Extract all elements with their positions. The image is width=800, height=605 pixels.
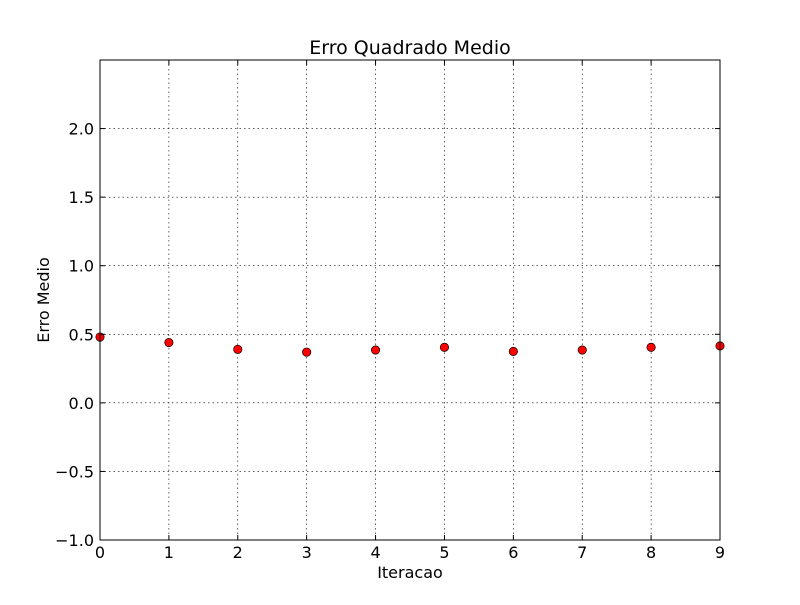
x-tick-label: 5 bbox=[439, 543, 449, 562]
x-tick-label: 4 bbox=[370, 543, 380, 562]
data-point bbox=[164, 337, 174, 348]
data-point bbox=[508, 346, 518, 356]
x-tick-label: 0 bbox=[95, 543, 105, 562]
y-axis-label: Erro Medio bbox=[34, 257, 53, 343]
y-tick-labels: −1.0 −0.5 0.0 0.5 1.0 1.5 2.0 bbox=[55, 120, 94, 550]
data-point bbox=[302, 347, 312, 357]
x-tick-labels: 0 1 2 3 4 5 6 7 8 9 bbox=[95, 543, 725, 562]
y-tick-label: 0.5 bbox=[69, 325, 94, 344]
y-tick-label: 1.5 bbox=[69, 188, 94, 207]
chart-title: Erro Quadrado Medio bbox=[309, 37, 510, 59]
x-tick-label: 3 bbox=[302, 543, 312, 562]
y-tick-label: −1.0 bbox=[55, 531, 94, 550]
x-tick-label: 2 bbox=[233, 543, 243, 562]
tick-marks bbox=[99, 60, 721, 541]
x-tick-label: 7 bbox=[577, 543, 587, 562]
plot-frame bbox=[99, 59, 721, 541]
data-point bbox=[371, 345, 381, 355]
y-tick-label: 0.0 bbox=[69, 394, 94, 413]
y-tick-label: 1.0 bbox=[69, 257, 94, 276]
data-point bbox=[577, 345, 587, 355]
x-tick-label: 1 bbox=[164, 543, 174, 562]
x-axis-label: Iteracao bbox=[377, 563, 443, 582]
y-tick-label: −0.5 bbox=[55, 462, 94, 481]
x-tick-label: 8 bbox=[646, 543, 656, 562]
x-tick-label: 6 bbox=[508, 543, 518, 562]
data-point bbox=[646, 342, 656, 352]
x-tick-label: 9 bbox=[715, 543, 725, 562]
data-point bbox=[233, 344, 243, 354]
data-point bbox=[439, 342, 449, 352]
y-tick-label: 2.0 bbox=[69, 120, 94, 139]
